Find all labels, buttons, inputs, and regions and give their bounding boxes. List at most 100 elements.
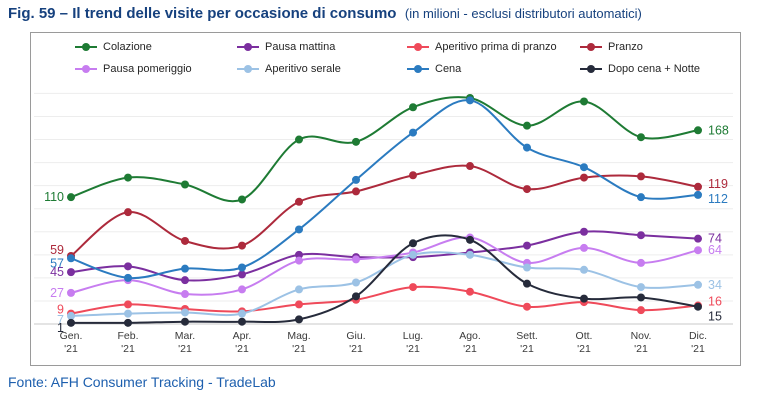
data-point	[67, 268, 75, 277]
data-point	[352, 175, 360, 184]
data-point	[580, 243, 588, 252]
data-point	[580, 163, 588, 172]
data-point	[694, 190, 702, 199]
source-note: Fonte: AFH Consumer Tracking - TradeLab	[8, 374, 276, 390]
data-point	[466, 250, 474, 259]
data-point	[523, 121, 531, 130]
series-end-value-colazione: 168	[708, 123, 729, 137]
data-point	[694, 126, 702, 135]
data-point	[466, 235, 474, 244]
data-point	[466, 162, 474, 171]
data-point	[637, 172, 645, 181]
x-tick-label: Ago.	[459, 330, 481, 342]
data-point	[124, 273, 132, 282]
x-tick-label: Nov.	[631, 330, 652, 342]
legend-marker-icon	[580, 65, 602, 74]
chart-container: Colazione Pausa mattina Aperitivo prima di…	[30, 32, 741, 366]
x-axis-labels: Gen.'21Feb.'21Mar.'21Apr.'21Mag.'21Giu.'…	[60, 330, 707, 355]
legend-marker-icon	[407, 43, 429, 52]
data-point	[124, 300, 132, 309]
data-point	[124, 262, 132, 271]
x-tick-label: Gen.	[60, 330, 83, 342]
data-point	[124, 318, 132, 327]
data-point	[295, 135, 303, 144]
data-point	[181, 290, 189, 299]
data-point	[67, 311, 75, 320]
legend-item-aperitivo-serale: Aperitivo serale	[237, 62, 407, 76]
data-point	[409, 239, 417, 248]
x-tick-label: Dic.	[689, 330, 707, 342]
data-point	[694, 302, 702, 311]
x-tick-label: Apr.	[233, 330, 252, 342]
series-start-value-dopo-cena-notte: 1	[57, 321, 64, 335]
series-points-dopo-cena-notte	[67, 235, 702, 327]
data-point	[694, 234, 702, 243]
legend-label: Pausa pomeriggio	[103, 63, 192, 75]
data-point	[523, 143, 531, 152]
data-point	[181, 264, 189, 273]
legend-marker-icon	[75, 65, 97, 74]
data-point	[523, 263, 531, 272]
data-point	[523, 279, 531, 288]
data-point	[637, 306, 645, 315]
data-point	[637, 231, 645, 240]
data-point	[694, 246, 702, 255]
data-point	[181, 308, 189, 317]
data-point	[580, 227, 588, 236]
legend-item-pranzo: Pranzo	[580, 40, 700, 54]
x-tick-label: '21	[691, 343, 705, 355]
series-dopo-cena-notte: 1 15	[57, 234, 722, 335]
data-point	[181, 236, 189, 245]
data-point	[238, 317, 246, 326]
series-line-aperitivo-prima-di-pranzo	[70, 285, 699, 315]
data-point	[637, 193, 645, 202]
data-point	[238, 263, 246, 272]
x-tick-label: Mar.	[175, 330, 195, 342]
series-start-value-cena: 57	[50, 256, 64, 270]
data-point	[352, 187, 360, 196]
chart-legend: Colazione Pausa mattina Aperitivo prima di…	[75, 40, 700, 76]
series-start-value-pausa-pomeriggio: 27	[50, 286, 64, 300]
data-point	[580, 265, 588, 274]
data-point	[124, 208, 132, 217]
data-point	[580, 173, 588, 182]
data-point	[352, 137, 360, 146]
data-point	[523, 185, 531, 194]
series-line-dopo-cena-notte	[70, 234, 699, 324]
series-end-value-dopo-cena-notte: 15	[708, 310, 722, 324]
data-point	[181, 317, 189, 326]
series-pranzo: 59 119	[50, 162, 728, 260]
x-tick-label: Mag.	[287, 330, 310, 342]
data-point	[694, 280, 702, 289]
x-tick-label: '21	[178, 343, 192, 355]
data-point	[466, 96, 474, 105]
line-chart: Gen.'21Feb.'21Mar.'21Apr.'21Mag.'21Giu.'…	[34, 92, 733, 355]
data-point	[67, 288, 75, 297]
series-points-aperitivo-serale	[67, 250, 702, 320]
legend-marker-icon	[237, 43, 259, 52]
data-point	[124, 173, 132, 182]
data-point	[409, 283, 417, 292]
x-tick-label: '21	[292, 343, 306, 355]
legend-marker-icon	[75, 43, 97, 52]
data-point	[637, 293, 645, 302]
data-point	[238, 270, 246, 279]
series-start-value-aperitivo-serale: 7	[57, 313, 64, 327]
data-point	[637, 283, 645, 292]
data-point	[352, 292, 360, 301]
data-point	[67, 318, 75, 327]
data-point	[580, 97, 588, 106]
figure-title-note: (in milioni - esclusi distributori autom…	[404, 6, 642, 21]
legend-item-colazione: Colazione	[75, 40, 237, 54]
legend-label: Pranzo	[608, 41, 643, 53]
series-points-cena	[67, 96, 702, 282]
legend-marker-icon	[580, 43, 602, 52]
data-point	[238, 195, 246, 204]
series-end-value-pausa-pomeriggio: 64	[708, 243, 722, 257]
series-start-value-aperitivo-prima-di-pranzo: 9	[57, 303, 64, 317]
series-end-value-aperitivo-prima-di-pranzo: 16	[708, 295, 722, 309]
data-point	[295, 250, 303, 259]
series-cena: 57 112	[50, 96, 728, 282]
data-point	[295, 300, 303, 309]
